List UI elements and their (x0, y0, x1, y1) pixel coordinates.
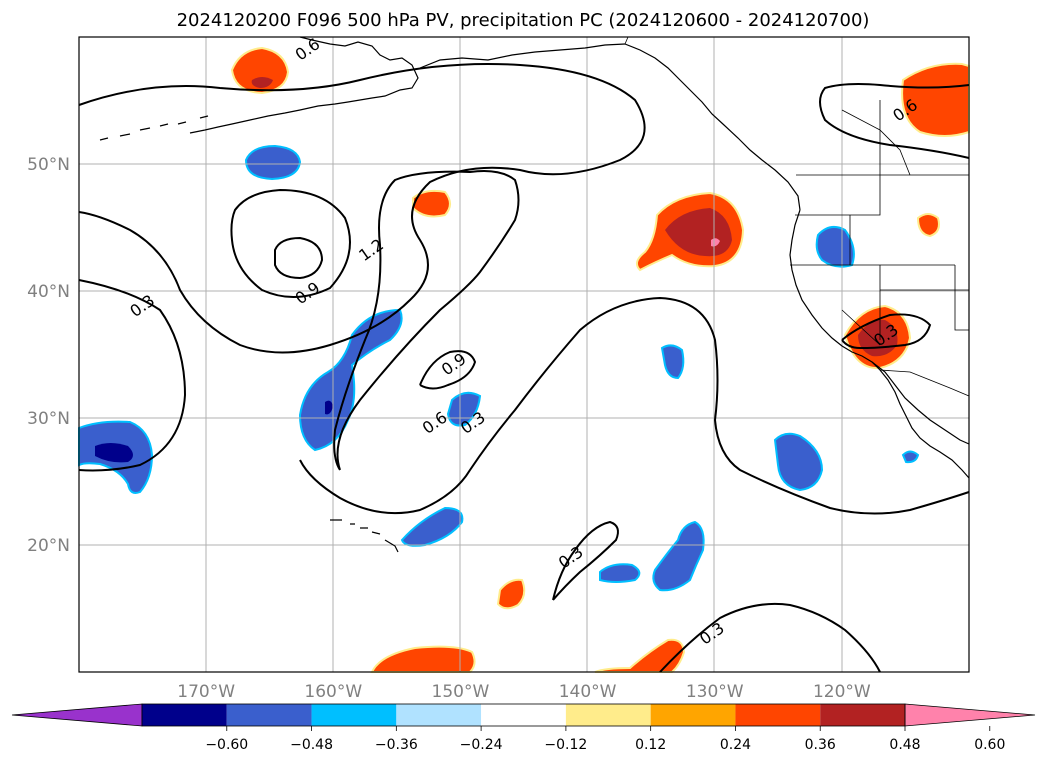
precip-area-central-pacific (446, 391, 482, 427)
hawaii-islands (330, 519, 399, 553)
colorbar-segment (481, 704, 566, 726)
canada-provinces (841, 100, 911, 176)
lat-tick-label: 40°N (27, 282, 70, 302)
alaska-panhandle-coast (624, 43, 801, 211)
precip-area-baja-offshore (773, 432, 824, 492)
us-mexico-border (879, 369, 970, 397)
colorbar: −0.60 −0.48 −0.36 −0.24 −0.12 0.12 0.24 0.36 0.4… (11, 703, 1036, 753)
pv-contour-0.6-central (333, 170, 520, 471)
pv-contours (78, 63, 970, 673)
pv-contour-0.3-tropics (552, 520, 619, 601)
precip-area-south-edge-east (594, 638, 686, 673)
lat-tick-label: 50°N (27, 155, 70, 175)
pv-contour-0.6-northeast (819, 83, 970, 159)
colorbar-segment (650, 704, 736, 726)
map-frame (78, 36, 970, 673)
colorbar-tick-label: −0.12 (544, 737, 587, 753)
alaska-canada-border (624, 36, 629, 45)
precip-area-north-pacific-blue (244, 144, 302, 181)
precipitation-shading (78, 46, 970, 673)
pv-contour-0.3-north (78, 63, 646, 354)
colorbar-tick-label: 0.48 (889, 737, 920, 753)
colorbar-tick-label: −0.60 (205, 737, 248, 753)
colorbar-segment (735, 704, 821, 726)
lon-tick-label: 130°W (686, 682, 744, 702)
lon-tick-label: 120°W (813, 682, 871, 702)
colorbar-segment (311, 704, 397, 726)
colorbar-segment (396, 704, 482, 726)
precip-area-south-edge-west (370, 645, 476, 673)
colorbar-segment (565, 704, 651, 726)
pv-contour-0.9-small (419, 350, 477, 390)
precip-area-gulf-alaska-core (251, 77, 273, 88)
precip-area-off-oregon-peak (711, 238, 720, 247)
precip-area-canada-ne (901, 62, 970, 137)
colorbar-segment (226, 704, 312, 726)
lon-tick-label: 160°W (304, 682, 362, 702)
colorbar-frame (141, 703, 906, 727)
precip-area-rockies-orange (916, 213, 940, 238)
pv-contour-0.3-california (841, 313, 932, 350)
precip-area-north-pacific-orange (412, 189, 451, 218)
pv-contour-0.3-south (659, 602, 881, 673)
precip-area-west-pacific-core (95, 443, 133, 463)
coastlines (99, 36, 970, 553)
political-borders (624, 36, 970, 397)
alaska-coast-east (419, 43, 626, 69)
lon-tick-label: 140°W (559, 682, 617, 702)
colorbar-tick-label: 0.12 (635, 737, 666, 753)
alaska-coastline (189, 36, 419, 134)
precip-area-hawaii-ne (400, 506, 464, 547)
colorbar-tick-label: 0.24 (720, 737, 751, 753)
state-borders (790, 175, 969, 346)
precip-area-tropics-blue-east (652, 520, 705, 592)
pv-contour-1.2-inner (274, 236, 324, 280)
colorbar-tick-label: −0.36 (375, 737, 418, 753)
map-background (79, 37, 969, 672)
colorbar-segment (820, 704, 905, 726)
pv-contour-0.3-west (78, 279, 187, 472)
lat-tick-label: 20°N (27, 536, 70, 556)
precip-area-mexico-blue (901, 450, 920, 464)
colorbar-extend-high (904, 703, 1036, 727)
aleutian-islands (99, 115, 209, 141)
colorbar-tick-label: 0.60 (974, 737, 1005, 753)
lat-tick-label: 30°N (27, 409, 70, 429)
precip-area-tropics-blue-west (599, 563, 641, 583)
precip-area-subtropical-band-core (325, 400, 333, 415)
precip-area-small-blue (660, 344, 685, 380)
colorbar-tick-label: −0.24 (460, 737, 503, 753)
map-panel: 0.60.61.20.90.30.90.6 0.30.30.30.3 (78, 34, 970, 673)
latitude-tick-labels: 20°N 30°N 40°N 50°N (27, 155, 70, 556)
lon-tick-label: 150°W (432, 682, 490, 702)
colorbar-extend-low (11, 703, 143, 727)
colorbar-segment (142, 704, 227, 726)
baja-california-coast (871, 361, 970, 445)
west-coast-usa (789, 209, 970, 479)
colorbar-tick-label: 0.36 (805, 737, 836, 753)
lon-tick-label: 170°W (177, 682, 235, 702)
precip-area-tropics-orange (496, 578, 526, 610)
map-title: 2024120200 F096 500 hPa PV, precipitatio… (177, 10, 870, 31)
pv-contour-0.6-mid (230, 188, 351, 299)
pv-contour-0.3-central (299, 296, 970, 515)
longitude-tick-labels: 170°W 160°W 150°W 140°W 130°W 120°W (177, 682, 871, 702)
colorbar-tick-label: −0.48 (290, 737, 333, 753)
